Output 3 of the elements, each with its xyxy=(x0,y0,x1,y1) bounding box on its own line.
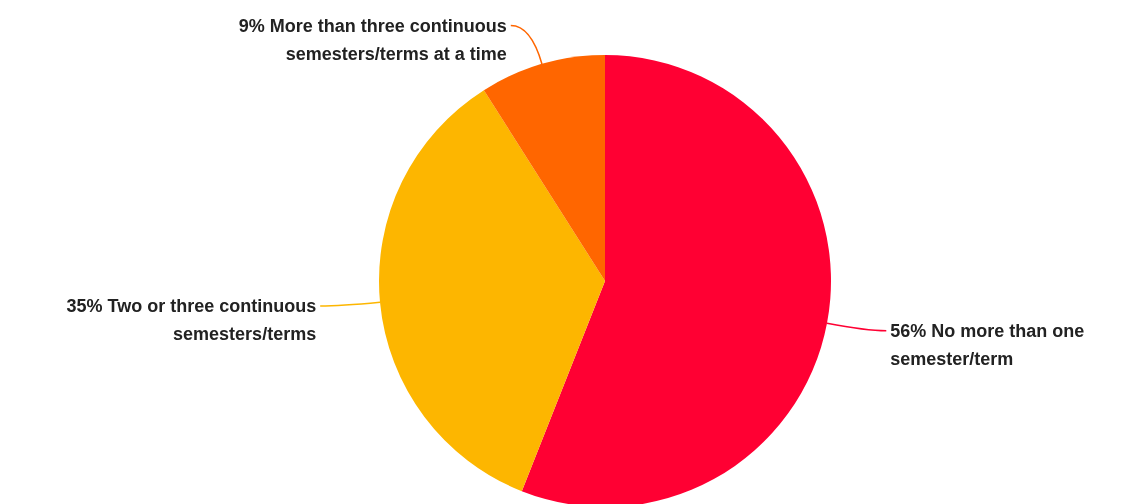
slice-label: 9% More than three continuous semesters/terms at a time xyxy=(238,15,507,64)
slice-label: 56% No more than one semester/term xyxy=(890,320,1085,369)
slice-label: 35% Two or three continuous semesters/terms xyxy=(66,296,317,345)
